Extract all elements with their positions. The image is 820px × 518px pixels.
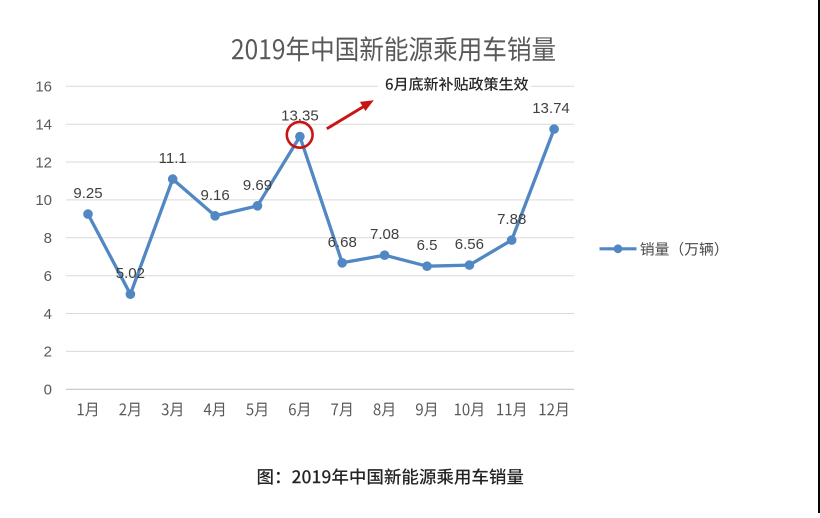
svg-text:13.74: 13.74 — [532, 100, 570, 117]
svg-text:14: 14 — [35, 117, 52, 134]
svg-text:9.16: 9.16 — [200, 187, 229, 204]
svg-text:13.35: 13.35 — [281, 108, 319, 125]
svg-text:5.02: 5.02 — [116, 265, 145, 282]
svg-text:6: 6 — [44, 268, 52, 285]
svg-text:2: 2 — [44, 344, 52, 361]
svg-text:16: 16 — [35, 79, 52, 96]
svg-text:10: 10 — [35, 192, 52, 209]
svg-text:7.88: 7.88 — [497, 211, 526, 228]
svg-text:0: 0 — [44, 382, 52, 399]
svg-text:12: 12 — [35, 154, 52, 171]
svg-text:6.56: 6.56 — [455, 236, 484, 253]
svg-text:4: 4 — [44, 306, 52, 323]
svg-text:9.69: 9.69 — [243, 177, 272, 194]
svg-text:9.25: 9.25 — [73, 185, 102, 202]
svg-text:8: 8 — [44, 230, 52, 247]
svg-text:7.08: 7.08 — [370, 226, 399, 243]
svg-text:11.1: 11.1 — [159, 150, 187, 167]
svg-text:6.68: 6.68 — [328, 234, 357, 251]
svg-text:6.5: 6.5 — [417, 237, 438, 254]
